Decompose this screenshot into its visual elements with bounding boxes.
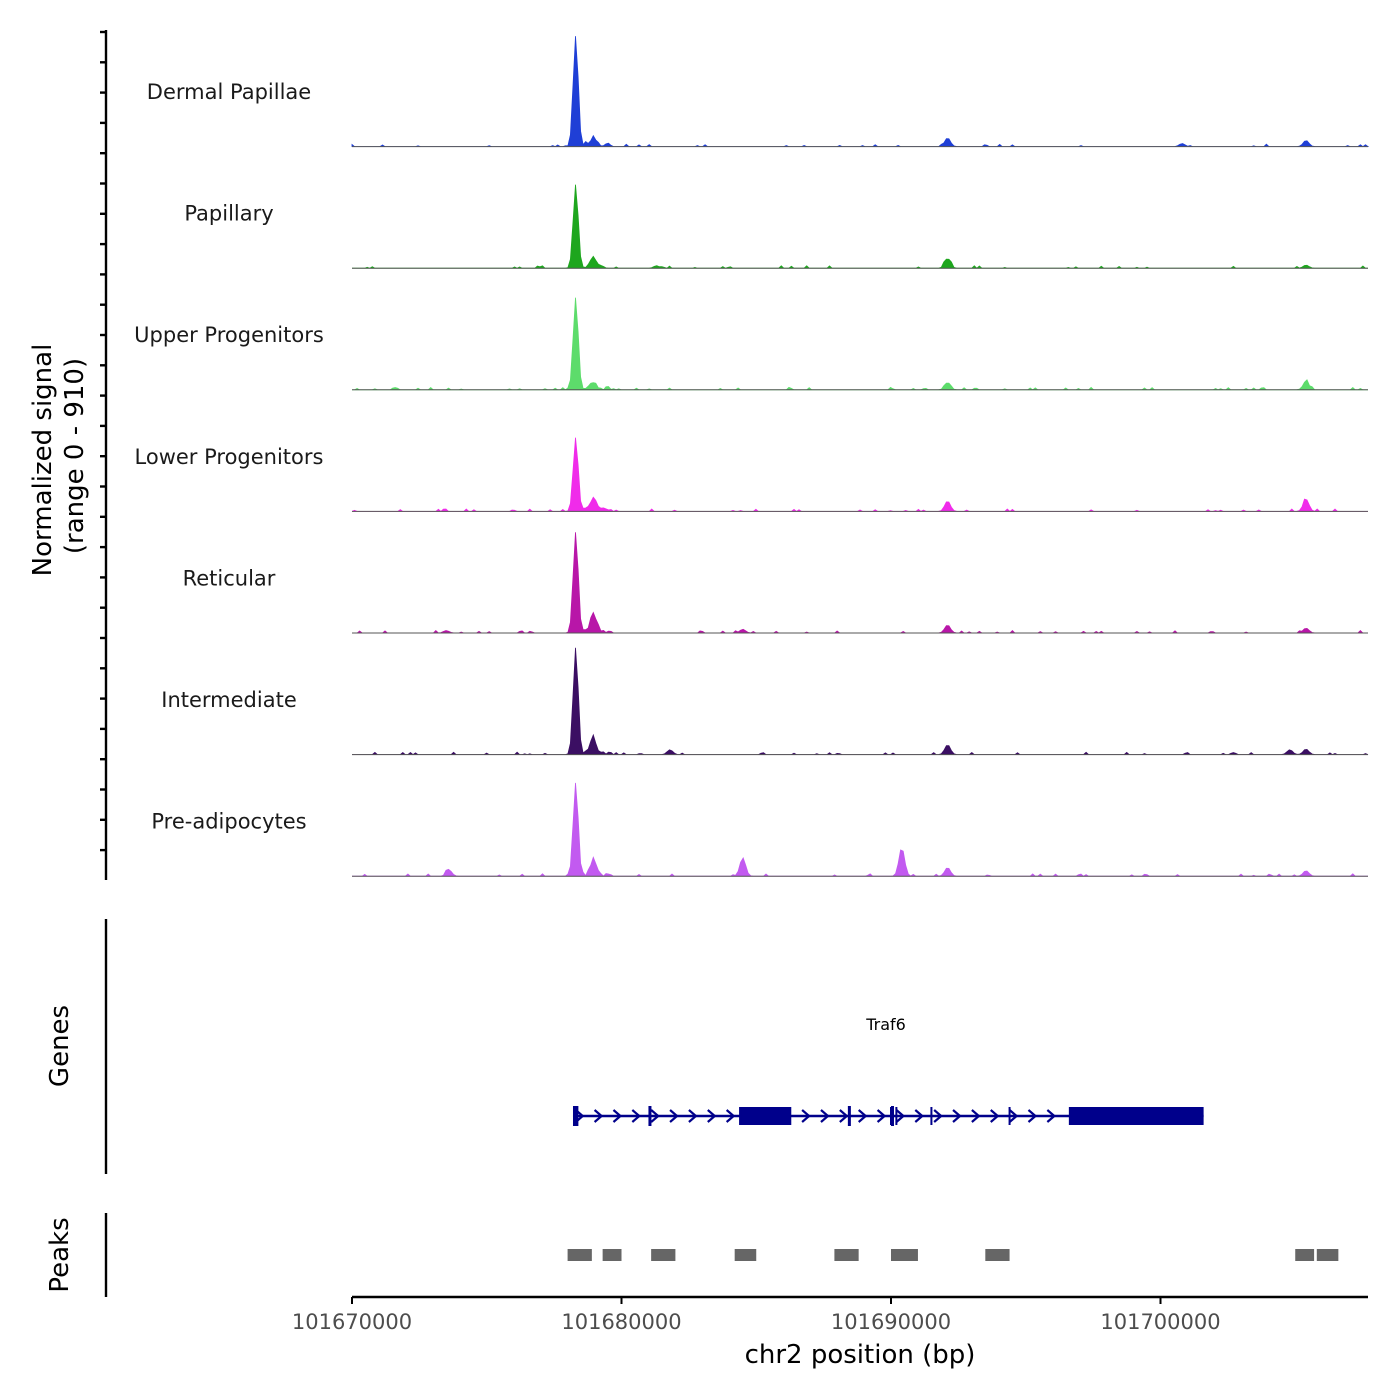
strand-chevron [952, 1109, 962, 1123]
track-papillary: Papillary [184, 184, 1368, 269]
peak-region [734, 1249, 757, 1261]
strand-chevron [612, 1109, 623, 1123]
peak-region [1295, 1249, 1315, 1261]
track-label: Dermal Papillae [147, 80, 311, 104]
peak-region [567, 1249, 592, 1261]
coverage-tracks: Dermal Papillae Papillary Upper Progenitor… [134, 36, 1370, 877]
coverage-area [351, 437, 1368, 512]
strand-chevron [990, 1109, 1000, 1123]
peak-region [985, 1249, 1010, 1261]
strand-chevron [725, 1109, 736, 1123]
strand-chevron [895, 1109, 906, 1123]
coverage-area [352, 782, 1368, 877]
strand-chevron [876, 1109, 887, 1123]
y-axis-title: Normalized signal [28, 344, 58, 577]
track-intermediate: Intermediate [161, 647, 1369, 756]
genes-panel-label: Genes [45, 1005, 75, 1087]
peak-region [890, 1249, 918, 1261]
strand-chevron [971, 1109, 981, 1123]
strand-chevron [631, 1109, 642, 1123]
peak-region [834, 1249, 859, 1261]
track-label: Reticular [183, 566, 276, 590]
track-label: Lower Progenitors [135, 445, 324, 469]
strand-chevron [857, 1109, 868, 1123]
track-pre-adipocytes: Pre-adipocytes [151, 782, 1368, 877]
strand-chevron [669, 1109, 679, 1123]
gene-exon [648, 1106, 652, 1126]
coverage-area [352, 532, 1368, 634]
coverage-area [351, 36, 1370, 148]
track-label: Papillary [184, 202, 273, 226]
y-axis-range: (range 0 - 910) [60, 358, 90, 554]
strand-chevron [820, 1109, 830, 1123]
strand-chevron [707, 1109, 717, 1123]
strand-chevron [650, 1109, 660, 1123]
track-label: Intermediate [161, 688, 297, 712]
gene-exon [847, 1106, 851, 1126]
coverage-area [352, 184, 1368, 269]
x-tick-label: 101680000 [561, 1310, 681, 1334]
strand-chevron [801, 1109, 811, 1123]
peak-region [1316, 1249, 1339, 1261]
y-axis-ticks [100, 30, 106, 852]
track-dermal-papillae: Dermal Papillae [147, 36, 1370, 148]
coverage-area [352, 297, 1368, 391]
peaks-panel-label: Peaks [45, 1217, 75, 1292]
gene-exon [572, 1106, 579, 1126]
track-reticular: Reticular [183, 532, 1368, 634]
peak-region [602, 1249, 622, 1261]
x-tick-label: 101690000 [831, 1310, 951, 1334]
strand-chevron [914, 1109, 924, 1123]
strand-chevron [1008, 1109, 1019, 1123]
gene-track [572, 1106, 1204, 1126]
x-axis-ticks: 101670000 101680000 101690000 101700000 [292, 1297, 1221, 1334]
strand-chevron [688, 1109, 698, 1123]
track-lower-progenitors: Lower Progenitors [135, 437, 1368, 512]
coverage-area [352, 647, 1369, 756]
peak-track [567, 1249, 1339, 1261]
gene-exon [890, 1106, 894, 1126]
gene-exon [1068, 1107, 1204, 1125]
track-upper-progenitors: Upper Progenitors [134, 297, 1368, 391]
strand-chevron [1027, 1109, 1038, 1123]
track-label: Pre-adipocytes [151, 810, 306, 834]
x-tick-label: 101700000 [1100, 1310, 1220, 1334]
strand-chevron [593, 1109, 604, 1123]
track-label: Upper Progenitors [134, 323, 324, 347]
peak-region [651, 1249, 676, 1261]
x-axis-title: chr2 position (bp) [745, 1340, 976, 1370]
x-tick-label: 101670000 [292, 1310, 412, 1334]
strand-chevron [839, 1109, 849, 1123]
gene-exon [740, 1107, 792, 1125]
strand-chevron [1046, 1109, 1057, 1123]
gene-label-traf6: Traf6 [865, 1015, 906, 1034]
strand-chevron [933, 1109, 943, 1123]
